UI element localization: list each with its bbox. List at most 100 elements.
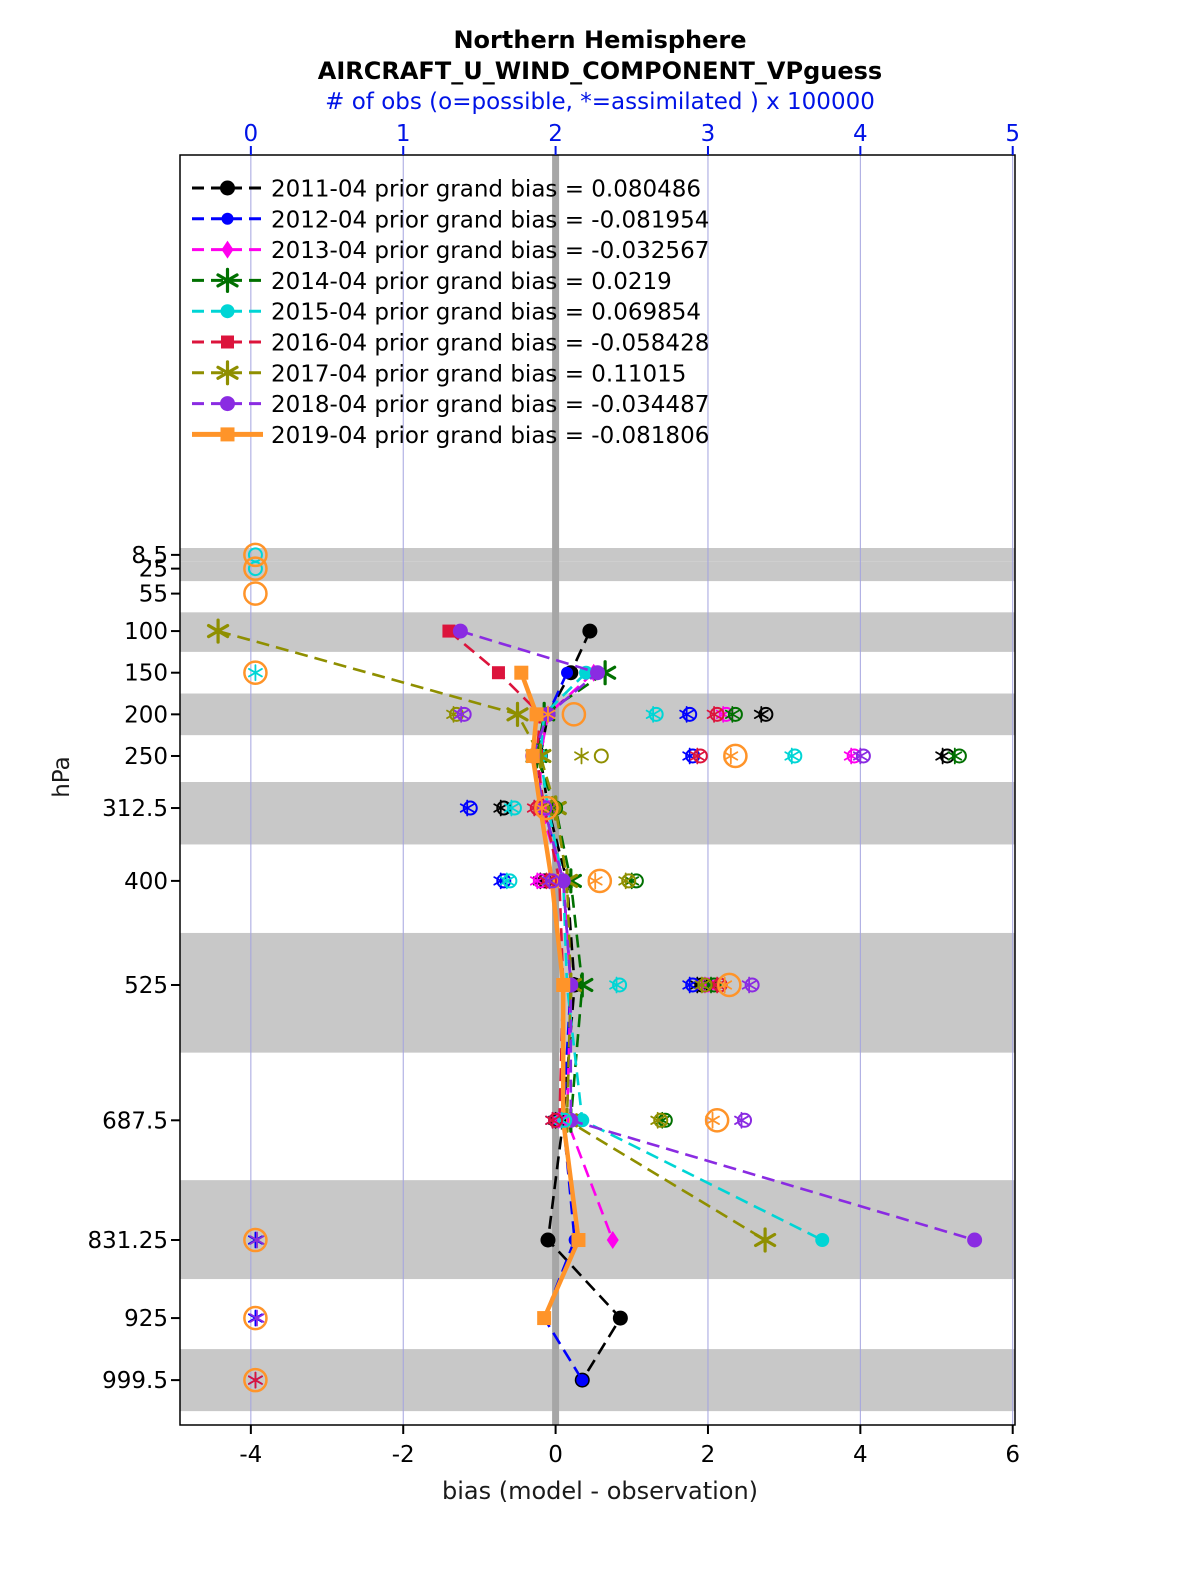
obs-possible-marker (621, 873, 637, 889)
obs-assimilated-marker (935, 751, 951, 761)
obs-possible-marker (855, 748, 871, 764)
obs-assimilated-marker (493, 803, 509, 813)
obs-assimilated-marker (679, 709, 695, 719)
bias-marker (815, 1233, 830, 1248)
legend: 2011-04 prior grand bias = 0.080486 2012-… (192, 177, 709, 449)
pressure-band (180, 782, 1015, 845)
obs-possible-marker (951, 748, 967, 764)
y-tick-label: 250 (124, 744, 168, 770)
y-tick-label: 200 (124, 702, 168, 728)
legend-label: 2019-04 prior grand bias = -0.081806 (271, 423, 709, 449)
obs-possible-marker (243, 1367, 268, 1393)
obs-possible-marker (653, 1112, 669, 1128)
gridlines (250, 155, 1014, 1425)
pressure-band (180, 561, 1015, 582)
obs-possible-marker (628, 873, 644, 889)
pressure-band (180, 548, 1015, 562)
obs-assimilated-marker (650, 1115, 666, 1125)
obs-assimilated-marker (717, 980, 733, 990)
bias-marker (525, 748, 540, 763)
bias-marker (452, 623, 468, 639)
legend-marker (220, 304, 235, 319)
obs-possible-marker (787, 748, 803, 764)
obs-possible-marker (704, 1108, 730, 1133)
obs-possible-marker (593, 748, 609, 764)
obs-assimilated-marker (453, 709, 469, 719)
chart-title-line1: Northern Hemisphere (453, 26, 747, 54)
obs-assimilated-marker (734, 1115, 749, 1125)
top-tick-label: 3 (701, 121, 716, 147)
obs-assimilated-marker (947, 751, 963, 761)
legend-label: 2012-04 prior grand bias = -0.081954 (271, 207, 709, 233)
series-line-2014-04 (535, 671, 606, 1121)
obs-possible-marker (723, 743, 748, 769)
pressure-bands (180, 548, 1015, 1412)
obs-possible-marker (243, 1227, 268, 1253)
obs-possible-marker (506, 800, 522, 816)
obs-assimilated-marker (587, 876, 603, 886)
top-tick-label: 2 (548, 121, 563, 147)
obs-assimilated-marker (645, 709, 661, 719)
bias-marker (582, 623, 598, 639)
bias-marker (556, 977, 571, 992)
obs-possible-marker (537, 800, 553, 816)
obs-possible-marker (534, 795, 559, 821)
obs-assimilated-marker (741, 980, 757, 990)
series-line-2016-04 (448, 630, 565, 1121)
plot-border (179, 154, 1016, 1426)
top-tick-label: 5 (1005, 121, 1020, 147)
bias-marker (491, 666, 505, 680)
obs-possible-marker (758, 706, 774, 722)
obs-possible-marker (561, 702, 587, 727)
obs-possible-marker (548, 1112, 564, 1128)
bias-marker (571, 1233, 586, 1248)
legend-marker (216, 365, 239, 380)
bias-marker (561, 666, 574, 679)
obs-assimilated-marker (534, 803, 550, 813)
obs-possible-marker (496, 873, 512, 889)
obs-possible-marker (692, 748, 708, 764)
obs-possible-marker (243, 660, 268, 686)
obs-possible-marker (243, 542, 268, 568)
y-axis-label: hPa (49, 756, 75, 798)
pressure-band (180, 1180, 1015, 1280)
obs-assimilated-marker (540, 709, 556, 719)
obs-assimilated-marker (689, 751, 705, 761)
legend-label: 2011-04 prior grand bias = 0.080486 (271, 177, 701, 203)
obs-assimilated-marker (249, 1235, 265, 1245)
obs-assimilated-marker (609, 980, 624, 990)
legend-label: 2016-04 prior grand bias = -0.058428 (271, 331, 709, 357)
obs-assimilated-marker (852, 751, 868, 761)
y-tick-label: 400 (124, 869, 168, 895)
bottom-tick-label: 2 (701, 1442, 716, 1468)
top-axis-label: # of obs (o=possible, *=assimilated ) x … (325, 89, 875, 115)
obs-possible-marker (682, 706, 698, 722)
y-tick-label: 100 (124, 619, 168, 645)
obs-possible-marker (685, 748, 701, 764)
obs-assimilated-marker (618, 876, 634, 886)
y-tick-label: 312.5 (102, 796, 168, 822)
y-tick-label: 25 (139, 557, 168, 583)
bias-marker (514, 665, 529, 680)
obs-assimilated-marker (694, 980, 710, 990)
bottom-axis-label: bias (model - observation) (441, 1477, 759, 1505)
legend-marker (221, 240, 234, 259)
obs-assimilated-marker (706, 709, 722, 719)
obs-assimilated-marker (697, 980, 713, 990)
obs-assimilated-marker (723, 751, 739, 761)
pressure-band (180, 612, 1015, 652)
legend-marker (216, 273, 239, 288)
obs-assimilated-marker (542, 876, 557, 886)
obs-assimilated-marker (682, 980, 698, 990)
obs-possible-marker (243, 581, 268, 606)
bias-marker (506, 707, 529, 722)
obs-possible-marker (243, 1305, 268, 1331)
y-tick-label: 999.5 (102, 1368, 168, 1394)
legend-marker (221, 212, 234, 225)
obs-possible-marker (247, 547, 263, 563)
obs-possible-marker (737, 1112, 753, 1128)
bias-marker (967, 1232, 983, 1248)
obs-assimilated-marker (784, 751, 800, 761)
bottom-tick-label: 0 (548, 1442, 563, 1468)
obs-assimilated-marker (248, 1375, 263, 1385)
